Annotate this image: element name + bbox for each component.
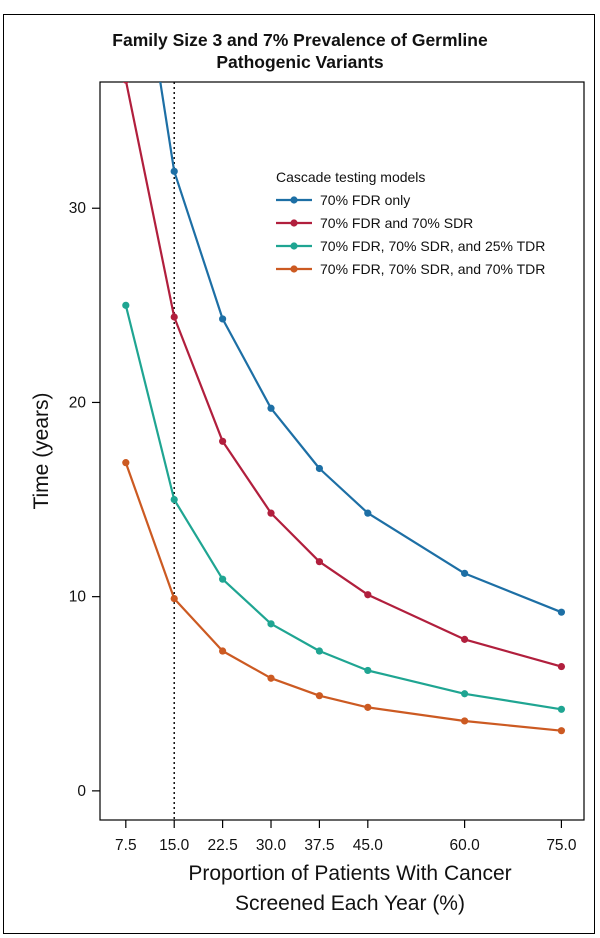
data-point [364, 666, 372, 675]
data-point [461, 690, 469, 698]
legend-swatch-marker [290, 219, 298, 227]
data-point [122, 301, 130, 309]
series-group [122, 82, 566, 735]
data-point [122, 459, 130, 467]
x-tick-label: 37.5 [304, 837, 334, 854]
data-point [461, 635, 469, 643]
data-point [267, 620, 275, 628]
legend-swatch-marker [290, 265, 298, 273]
x-axis-label-line-2: Screened Each Year (%) [235, 892, 465, 915]
data-point [122, 82, 129, 84]
x-tick-label: 22.5 [208, 837, 238, 854]
legend-title: Cascade testing models [276, 169, 425, 185]
data-point [315, 692, 324, 700]
data-point [364, 703, 372, 711]
x-tick-label: 15.0 [159, 837, 190, 854]
data-point [170, 167, 178, 175]
x-tick-label: 75.0 [546, 837, 577, 854]
data-point [557, 662, 566, 671]
legend: Cascade testing models 70% FDR only 70% FD… [276, 169, 545, 277]
data-point [364, 591, 372, 599]
data-point [461, 569, 469, 577]
data-point [170, 495, 178, 504]
series-4 [122, 459, 566, 735]
data-point [170, 595, 178, 603]
data-point [170, 313, 178, 321]
y-axis-label: Time (years) [30, 392, 53, 509]
legend-swatch-marker [290, 242, 298, 250]
figure-frame [3, 14, 595, 934]
data-point [557, 608, 566, 616]
legend-label: 70% FDR only [320, 192, 410, 208]
data-point [315, 558, 324, 566]
data-point [557, 727, 566, 735]
x-tick-label: 60.0 [450, 837, 481, 854]
legend-label: 70% FDR and 70% SDR [320, 215, 473, 231]
x-tick-label: 30.0 [256, 837, 287, 854]
data-point [364, 509, 372, 517]
data-point [219, 437, 227, 445]
series-1 [159, 82, 566, 616]
data-point [557, 705, 566, 713]
x-axis-label-line-1: Proportion of Patients With Cancer [188, 862, 511, 885]
legend-label: 70% FDR, 70% SDR, and 25% TDR [320, 238, 545, 254]
x-tick-label: 45.0 [353, 837, 384, 854]
data-point [315, 464, 324, 473]
data-point [315, 647, 324, 655]
legend-swatch-marker [290, 196, 298, 204]
data-point [219, 647, 227, 655]
series-line [159, 82, 562, 614]
data-point [267, 509, 275, 517]
plot-area [99, 81, 585, 821]
data-point [219, 315, 227, 323]
series-line [124, 462, 562, 732]
series-line [125, 82, 562, 668]
series-3 [122, 301, 566, 713]
chart-title-line-2: Pathogenic Variants [216, 52, 384, 72]
data-point [219, 575, 227, 583]
y-tick-label: 30 [69, 200, 87, 217]
data-point [267, 404, 275, 412]
axes: 7.5 15.0 22.5 30.0 37.5 45.0 60.0 75.0 0 10 20 30 [69, 200, 577, 854]
series-2 [122, 82, 566, 671]
legend-label: 70% FDR, 70% SDR, and 70% TDR [320, 261, 545, 277]
y-tick-label: 20 [69, 394, 87, 411]
y-tick-label: 10 [69, 589, 87, 606]
x-tick-label: 7.5 [115, 837, 137, 854]
data-point [267, 674, 275, 682]
y-tick-label: 0 [77, 783, 86, 800]
series-line [124, 305, 562, 711]
chart-title-line-1: Family Size 3 and 7% Prevalence of Germl… [112, 30, 488, 50]
data-point [461, 717, 469, 725]
